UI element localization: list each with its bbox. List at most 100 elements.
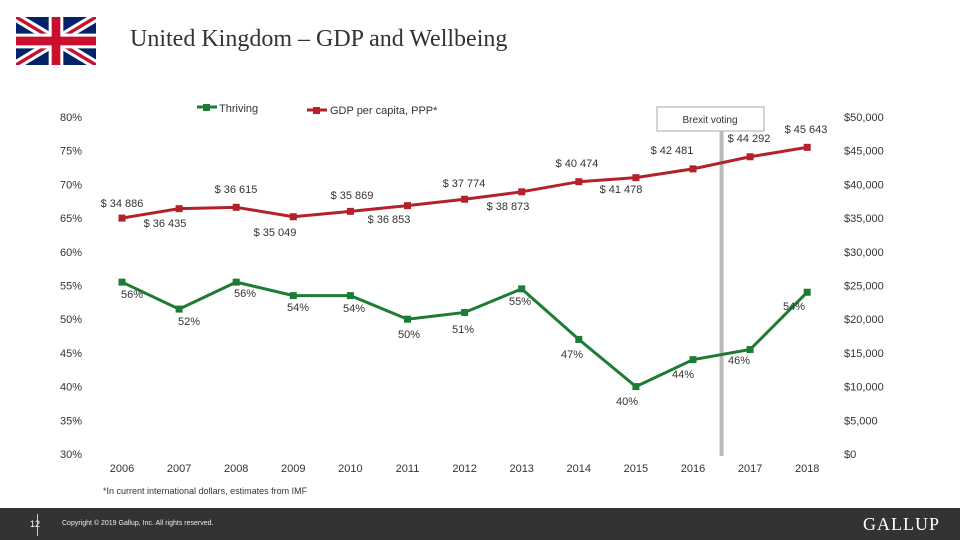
x-axis-tick-label: 2013 bbox=[509, 463, 533, 475]
thriving-data-point bbox=[689, 356, 697, 364]
page-title: United Kingdom – GDP and Wellbeing bbox=[130, 26, 508, 52]
gdp-data-point bbox=[232, 203, 240, 211]
x-axis-tick-label: 2014 bbox=[567, 463, 591, 475]
gdp-data-point bbox=[575, 178, 583, 186]
right-axis-tick-label: $15,000 bbox=[844, 348, 884, 360]
gdp-data-point bbox=[632, 174, 640, 182]
thriving-data-label: 46% bbox=[728, 355, 750, 367]
gdp-data-label: $ 34 886 bbox=[101, 198, 144, 210]
gdp-data-point bbox=[518, 188, 526, 196]
left-axis-tick-label: 60% bbox=[60, 247, 82, 259]
brexit-annotation-box bbox=[656, 106, 765, 132]
gdp-data-point bbox=[746, 153, 754, 161]
gdp-data-label: $ 36 615 bbox=[215, 184, 258, 196]
copyright-text: Copyright © 2019 Gallup, Inc. All rights… bbox=[62, 520, 214, 527]
footnote: *In current international dollars, estim… bbox=[103, 486, 308, 496]
x-axis-tick-label: 2017 bbox=[738, 463, 762, 475]
thriving-data-label: 51% bbox=[452, 324, 474, 336]
gdp-data-label: $ 45 643 bbox=[785, 124, 828, 136]
thriving-data-point bbox=[632, 383, 640, 391]
x-axis-tick-label: 2007 bbox=[167, 463, 191, 475]
gdp-data-point bbox=[175, 205, 183, 213]
thriving-data-point bbox=[575, 335, 583, 343]
brexit-annotation-label: Brexit voting bbox=[682, 115, 737, 126]
right-axis-tick-label: $45,000 bbox=[844, 146, 884, 158]
thriving-data-point bbox=[232, 278, 240, 286]
page-number: 12 bbox=[30, 519, 41, 529]
footer-bar: 12 Copyright © 2019 Gallup, Inc. All rig… bbox=[0, 508, 960, 540]
x-axis-tick-label: 2008 bbox=[224, 463, 248, 475]
x-axis-tick-label: 2012 bbox=[452, 463, 476, 475]
gdp-data-label: $ 44 292 bbox=[728, 133, 771, 145]
left-axis-tick-label: 50% bbox=[60, 314, 82, 326]
thriving-data-label: 56% bbox=[121, 289, 143, 301]
left-axis-tick-label: 55% bbox=[60, 281, 82, 293]
right-axis-tick-label: $5,000 bbox=[844, 415, 878, 427]
gdp-data-label: $ 41 478 bbox=[600, 184, 643, 196]
thriving-data-point bbox=[461, 308, 469, 316]
gdp-data-label: $ 37 774 bbox=[443, 178, 486, 190]
thriving-data-label: 54% bbox=[343, 303, 365, 315]
gdp-data-label: $ 42 481 bbox=[651, 145, 694, 157]
thriving-data-point bbox=[404, 315, 411, 323]
thriving-data-label: 55% bbox=[509, 296, 531, 308]
uk-flag-icon bbox=[16, 17, 96, 65]
left-axis-tick-label: 35% bbox=[60, 415, 82, 427]
thriving-data-label: 54% bbox=[783, 301, 805, 313]
gdp-data-point bbox=[118, 214, 126, 222]
left-axis-tick-label: 70% bbox=[60, 179, 82, 191]
left-axis-tick-label: 30% bbox=[60, 449, 82, 461]
thriving-data-point bbox=[346, 292, 354, 300]
x-axis-tick-label: 2011 bbox=[396, 463, 420, 475]
gdp-data-point bbox=[689, 165, 697, 173]
x-axis-tick-label: 2010 bbox=[338, 463, 362, 475]
thriving-data-point bbox=[518, 285, 526, 293]
legend-gdp-label: GDP per capita, PPP* bbox=[330, 105, 438, 117]
legend-thriving-marker bbox=[203, 104, 210, 111]
thriving-data-label: 47% bbox=[561, 349, 583, 361]
left-axis-tick-label: 80% bbox=[60, 112, 82, 124]
thriving-data-label: 54% bbox=[287, 302, 309, 314]
right-axis-tick-label: $0 bbox=[844, 449, 856, 461]
left-axis-tick-label: 65% bbox=[60, 213, 82, 225]
right-axis-tick-label: $40,000 bbox=[844, 179, 884, 191]
gdp-data-point bbox=[803, 143, 811, 151]
legend-thriving-label: Thriving bbox=[219, 103, 258, 115]
right-axis-tick-label: $30,000 bbox=[844, 247, 884, 259]
gdp-data-label: $ 40 474 bbox=[556, 158, 599, 170]
left-axis-tick-label: 45% bbox=[60, 348, 82, 360]
x-axis-tick-label: 2016 bbox=[681, 463, 705, 475]
right-axis-tick-label: $10,000 bbox=[844, 382, 884, 394]
gdp-data-label: $ 35 049 bbox=[254, 227, 297, 239]
gdp-data-point bbox=[461, 195, 469, 203]
right-axis-tick-label: $35,000 bbox=[844, 213, 884, 225]
thriving-data-point bbox=[803, 288, 811, 296]
x-axis-tick-label: 2006 bbox=[110, 463, 134, 475]
gdp-data-point bbox=[404, 202, 411, 210]
thriving-data-label: 52% bbox=[178, 316, 200, 328]
thriving-data-point bbox=[746, 346, 754, 354]
x-axis-tick-label: 2015 bbox=[624, 463, 648, 475]
gdp-data-point bbox=[289, 213, 297, 221]
gdp-data-label: $ 35 869 bbox=[331, 190, 374, 202]
thriving-data-point bbox=[289, 292, 297, 300]
right-axis-tick-label: $20,000 bbox=[844, 314, 884, 326]
left-axis-tick-label: 40% bbox=[60, 382, 82, 394]
gallup-logo: GALLUP bbox=[863, 514, 940, 534]
thriving-data-label: 56% bbox=[234, 288, 256, 300]
x-axis-tick-label: 2018 bbox=[795, 463, 819, 475]
gdp-data-label: $ 36 435 bbox=[144, 218, 187, 230]
footer-divider bbox=[37, 514, 38, 536]
thriving-data-point bbox=[175, 305, 183, 313]
gdp-data-label: $ 36 853 bbox=[368, 214, 411, 226]
thriving-data-label: 50% bbox=[398, 329, 420, 341]
x-axis-tick-label: 2009 bbox=[281, 463, 305, 475]
legend-gdp-marker bbox=[313, 107, 320, 114]
left-axis-tick-label: 75% bbox=[60, 146, 82, 158]
right-axis-tick-label: $25,000 bbox=[844, 281, 884, 293]
thriving-data-label: 44% bbox=[672, 369, 694, 381]
gdp-data-point bbox=[346, 207, 354, 215]
thriving-data-point bbox=[118, 278, 126, 286]
thriving-data-label: 40% bbox=[616, 396, 638, 408]
